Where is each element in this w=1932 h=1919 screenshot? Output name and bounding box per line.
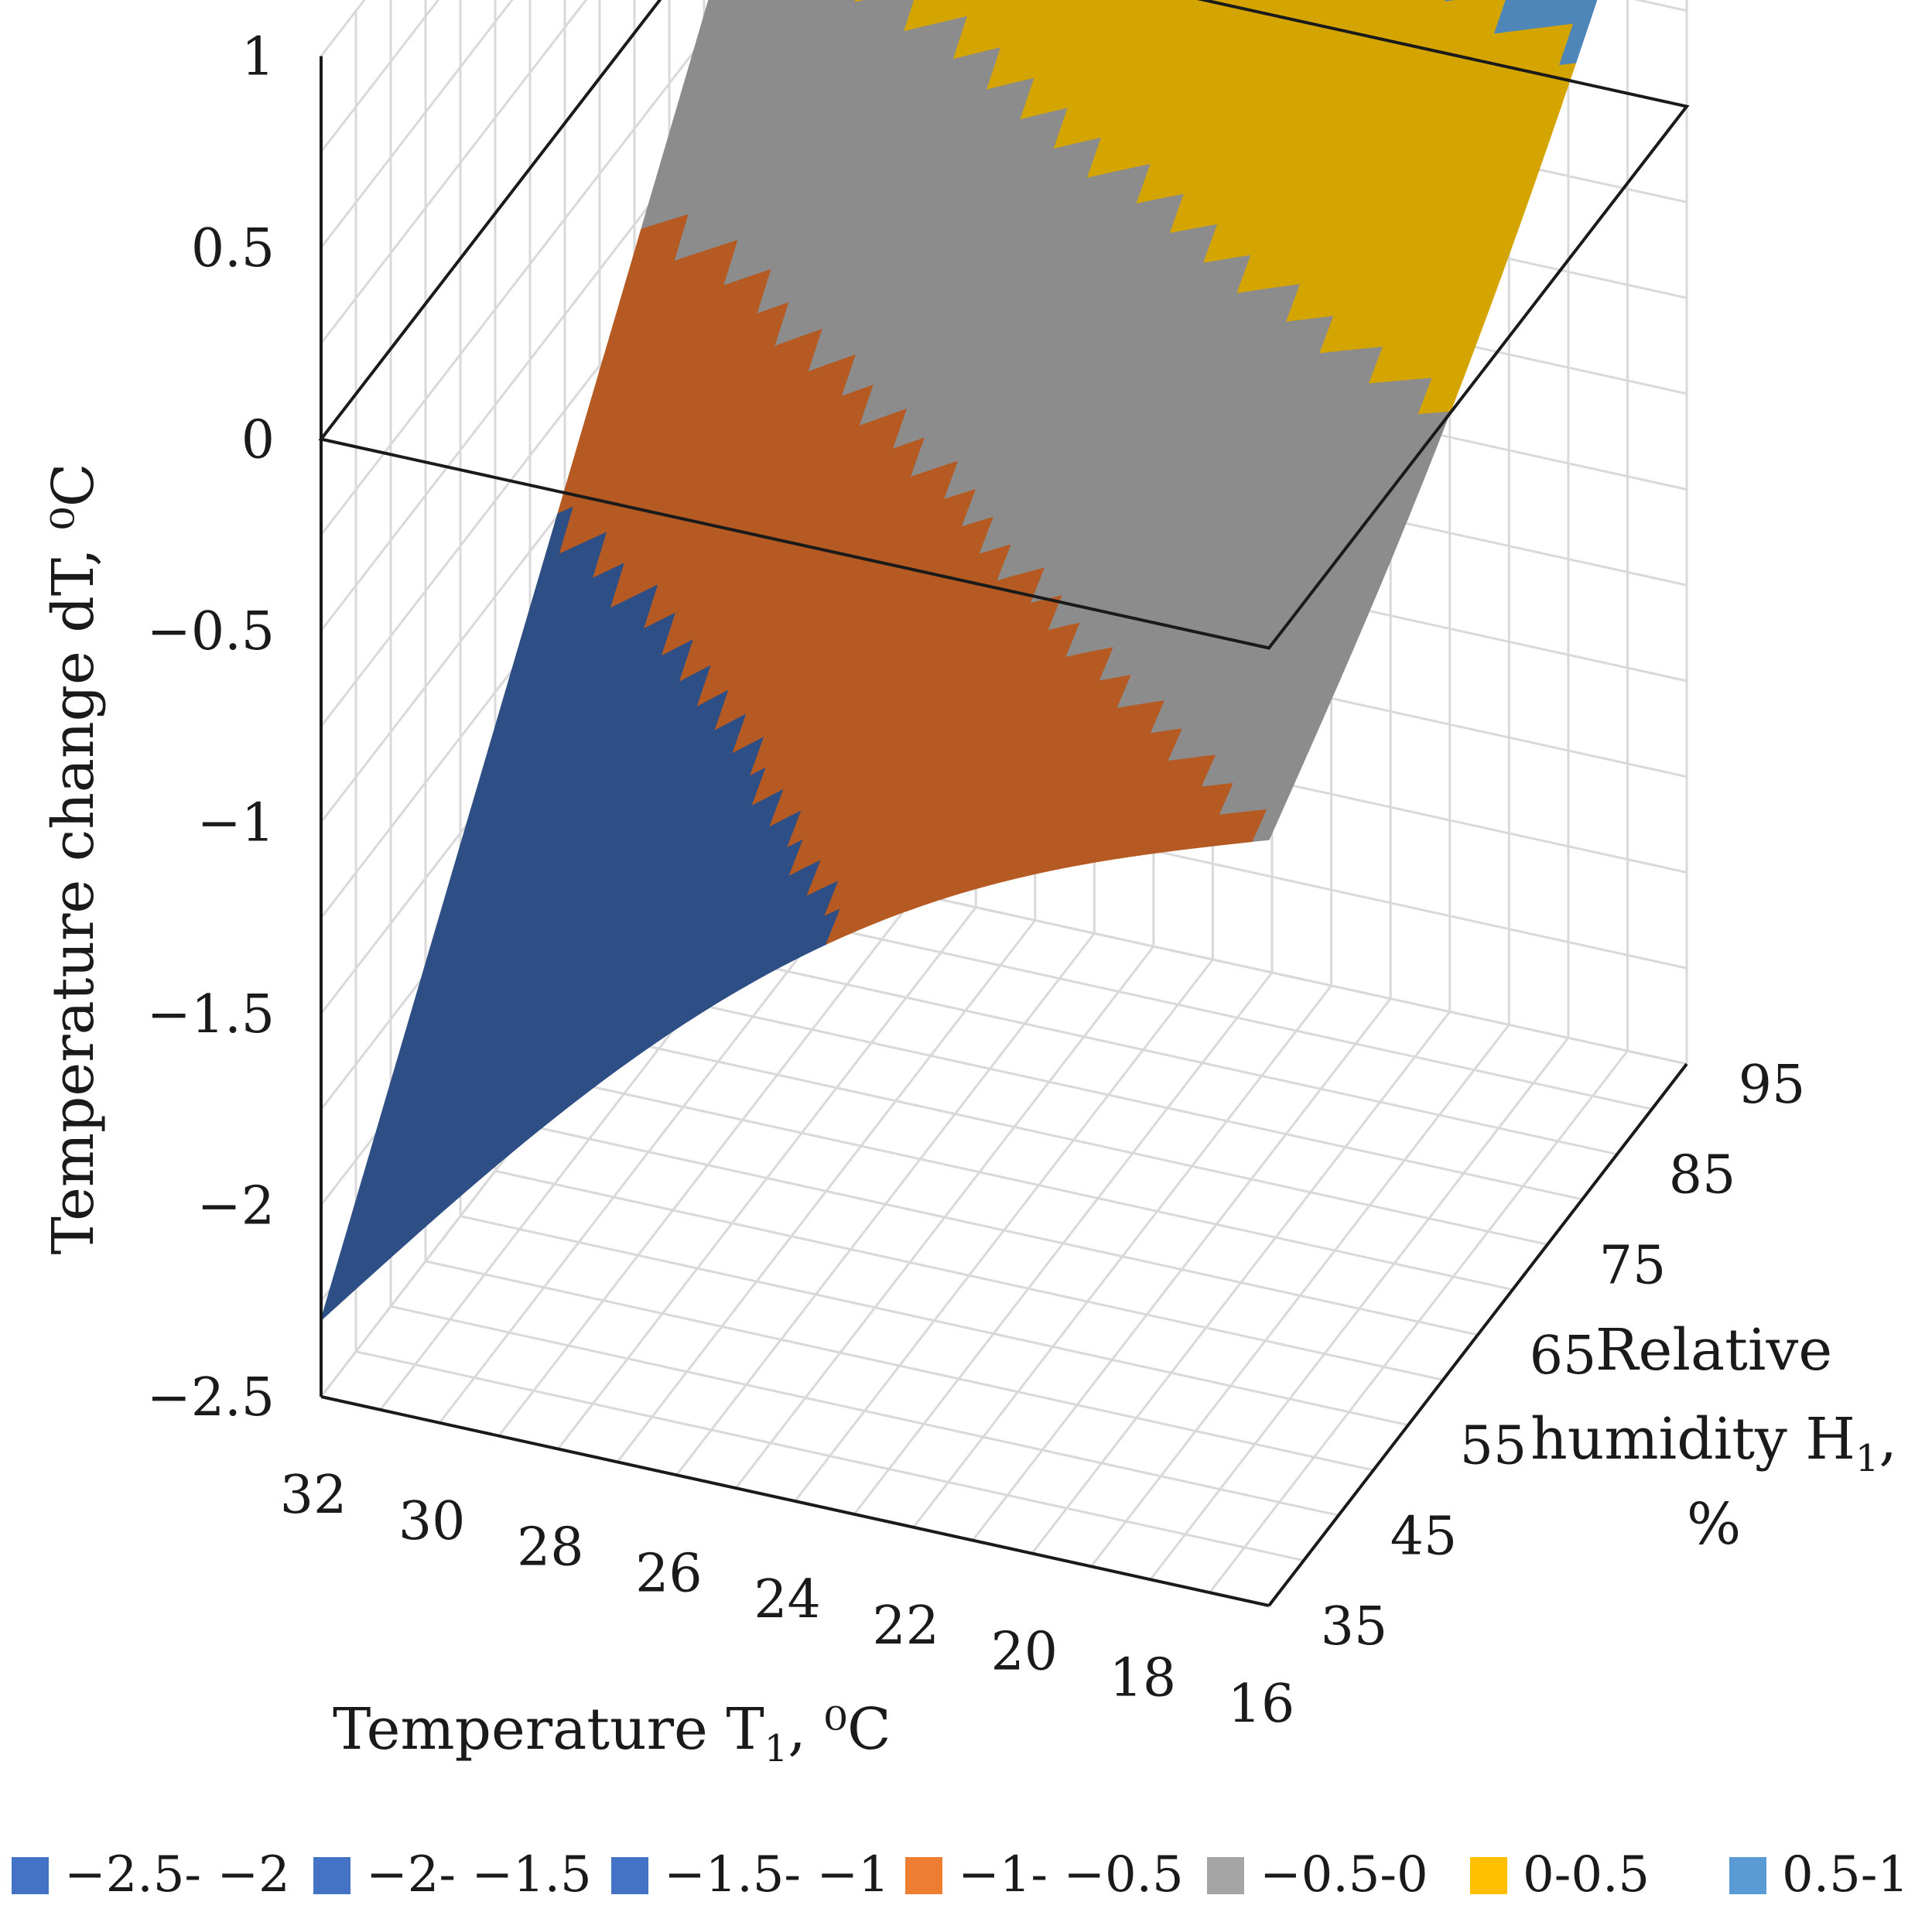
z-tick-label: −1 (197, 793, 275, 854)
x-tick-label: 24 (754, 1569, 821, 1630)
y-axis-title-line3: % (1687, 1491, 1741, 1558)
legend-swatch (1729, 1857, 1766, 1894)
floor-gridline (460, 1215, 1409, 1427)
legend-item: 0-0.5 (1470, 1846, 1650, 1904)
z-tick-label: −0.5 (147, 601, 275, 662)
y-axis-title-line2: humidity H1, (1530, 1406, 1897, 1480)
legend-label: −0.5-0 (1260, 1846, 1428, 1904)
x-tick-label: 28 (517, 1517, 584, 1579)
x-axis-title: Temperature T1, ⁰C (333, 1696, 891, 1770)
z-axis-title: Temperature change dT, ⁰C (40, 463, 107, 1254)
floor-gridline (494, 1169, 1444, 1381)
y-axis-title-line1: Relative (1595, 1317, 1832, 1384)
legend-swatch (1207, 1857, 1244, 1894)
tick-labels: 1 0.5 0 −0.5 −1 −1.5 −2 −2.532 30 28 26 24 22 20 18 16 3… (147, 27, 1805, 1736)
y-tick-label: 35 (1321, 1596, 1388, 1657)
floor-gridline (634, 989, 1583, 1201)
z-tick-label: 0 (241, 410, 275, 471)
floor-gridline (564, 1079, 1513, 1291)
legend-swatch (905, 1857, 942, 1894)
y-tick-label: 65 (1530, 1326, 1597, 1387)
x-tick-label: 20 (990, 1622, 1058, 1683)
z-tick-label: −2 (197, 1176, 275, 1237)
floor-gridline (390, 1305, 1339, 1517)
floor-gridline (703, 898, 1653, 1110)
y-axis-line (1267, 1062, 1688, 1607)
legend-swatch (313, 1857, 350, 1894)
legend-label: 0-0.5 (1523, 1846, 1650, 1904)
floor-gridline (599, 1034, 1548, 1246)
zero-plane-outline (318, 0, 1690, 650)
floor-gridline (669, 944, 1618, 1156)
legend-item: −2- −1.5 (313, 1846, 592, 1904)
axis-frame (318, 0, 1690, 1607)
legend-swatch (12, 1857, 49, 1894)
z-tick-label: −2.5 (147, 1367, 275, 1428)
legend-item: −1- −0.5 (905, 1846, 1184, 1904)
x-tick-label: 32 (280, 1465, 347, 1526)
legend-swatch (1470, 1857, 1507, 1894)
z-tick-label: −1.5 (147, 984, 275, 1045)
legend-item: −0.5-0 (1207, 1846, 1428, 1904)
y-tick-label: 55 (1460, 1416, 1527, 1477)
floor-gridline (425, 1260, 1374, 1472)
x-axis-line (320, 1395, 1270, 1607)
y-tick-label: 85 (1669, 1145, 1736, 1206)
legend: −2.5- −2 −2- −1.5 −1.5- −1 −1- −0.5 −0.5-0 0-… (12, 1846, 1909, 1904)
legend-label: −2- −1.5 (366, 1846, 592, 1904)
surface-patch (1252, 807, 1284, 842)
floor-gridline (355, 1350, 1305, 1562)
x-tick-label: 30 (398, 1491, 466, 1552)
legend-item: −2.5- −2 (12, 1846, 290, 1904)
legend-label: −2.5- −2 (64, 1846, 290, 1904)
x-tick-label: 16 (1228, 1674, 1295, 1735)
x-tick-label: 18 (1110, 1647, 1177, 1709)
z-tick-label: 0.5 (191, 218, 275, 279)
legend-swatch (611, 1857, 648, 1894)
legend-label: −1- −0.5 (958, 1846, 1184, 1904)
legend-label: 0.5-1 (1782, 1846, 1909, 1904)
z-tick-label: 1 (241, 27, 275, 88)
legend-item: 0.5-1 (1729, 1846, 1909, 1904)
y-tick-label: 95 (1739, 1055, 1806, 1116)
y-tick-label: 45 (1390, 1506, 1458, 1567)
legend-label: −1.5- −1 (664, 1846, 890, 1904)
surface (320, 0, 1598, 1321)
floor-gridline (529, 1124, 1479, 1336)
x-tick-label: 26 (635, 1543, 703, 1604)
y-tick-label: 75 (1599, 1235, 1667, 1296)
x-tick-label: 22 (872, 1596, 939, 1657)
legend-item: −1.5- −1 (611, 1846, 890, 1904)
